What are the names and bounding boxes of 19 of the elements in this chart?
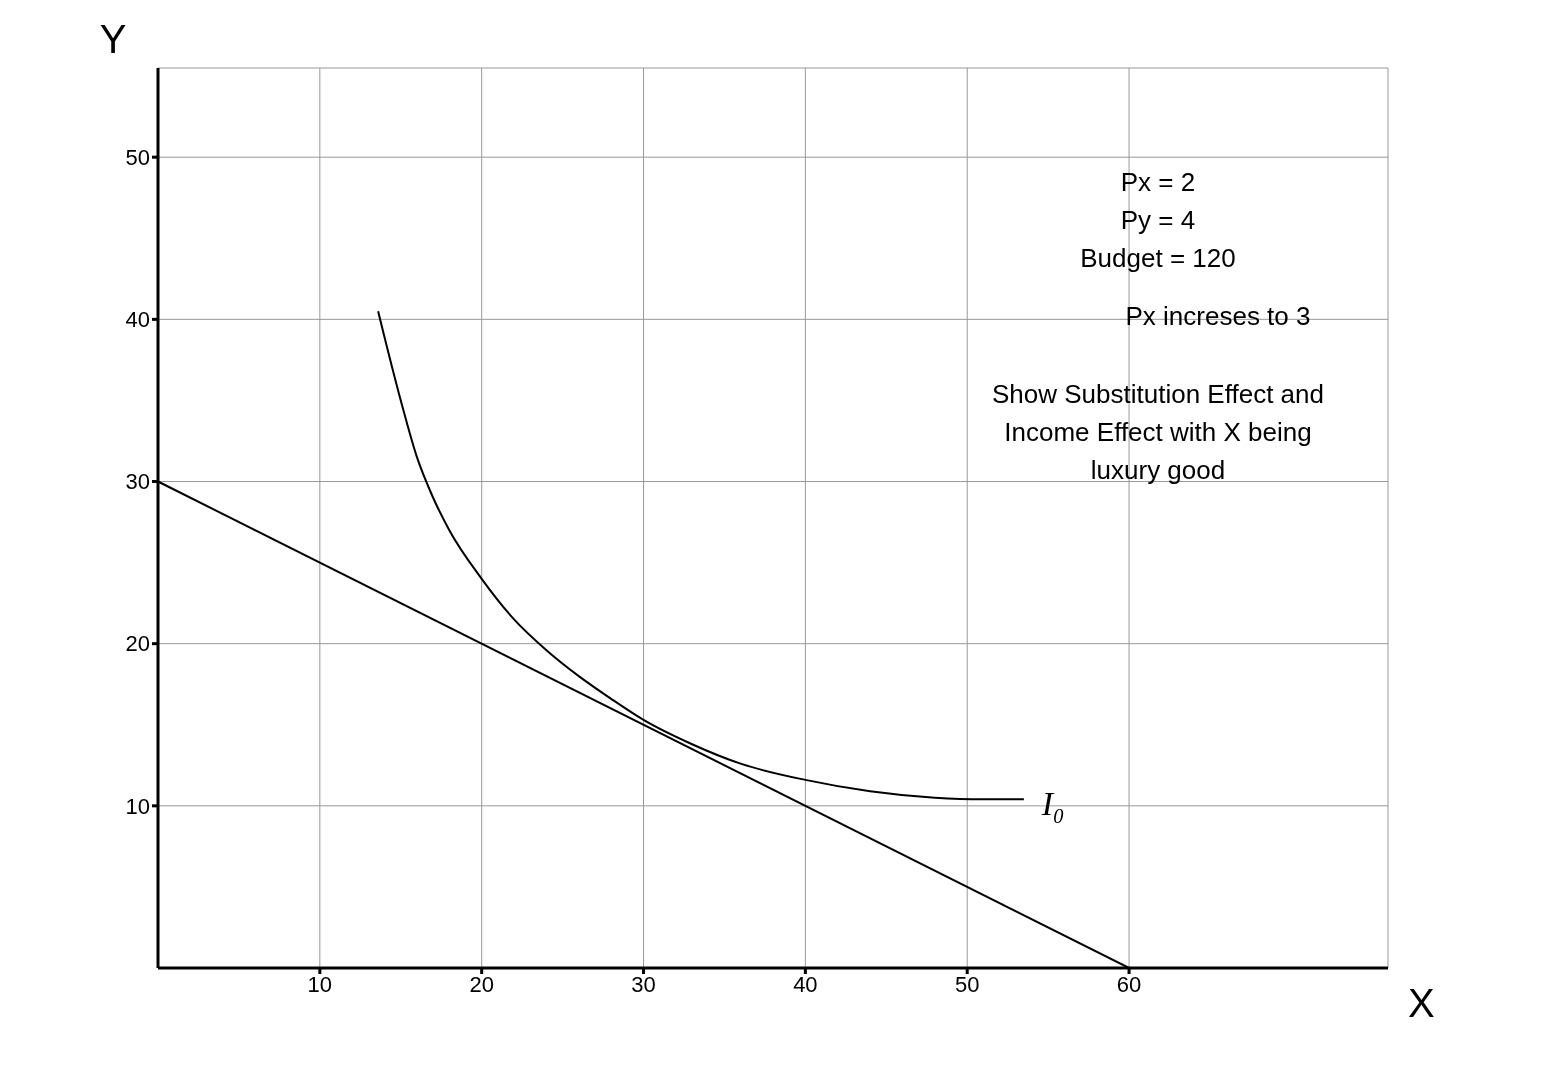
y-tick-label: 50 xyxy=(125,145,150,170)
y-tick-label: 40 xyxy=(125,307,150,333)
x-tick-label: 20 xyxy=(469,971,494,997)
x-tick-label: 30 xyxy=(631,971,656,997)
y-tick-label: 10 xyxy=(125,793,150,819)
annotation: Px = 2 xyxy=(1119,166,1197,199)
x-tick-label: 60 xyxy=(1116,971,1142,997)
annotation: Budget = 120 xyxy=(1079,242,1237,275)
y-tick-label: 30 xyxy=(125,469,150,495)
x-axis-title: X xyxy=(1408,981,1435,1026)
x-tick-label: 40 xyxy=(793,971,818,997)
x-tick-label: 10 xyxy=(307,971,333,997)
y-axis-title: Y xyxy=(99,17,127,61)
annotation: Py = 4 xyxy=(1119,204,1197,237)
y-tick-label: 20 xyxy=(125,631,150,657)
annotation: I$_{0}$ xyxy=(1040,785,1064,828)
annotation: Show Substitution Effect and Income Effect with X being luxury good xyxy=(991,378,1325,487)
annotation: Px increses to 3 xyxy=(1124,300,1312,333)
x-tick-label: 50 xyxy=(954,971,980,997)
